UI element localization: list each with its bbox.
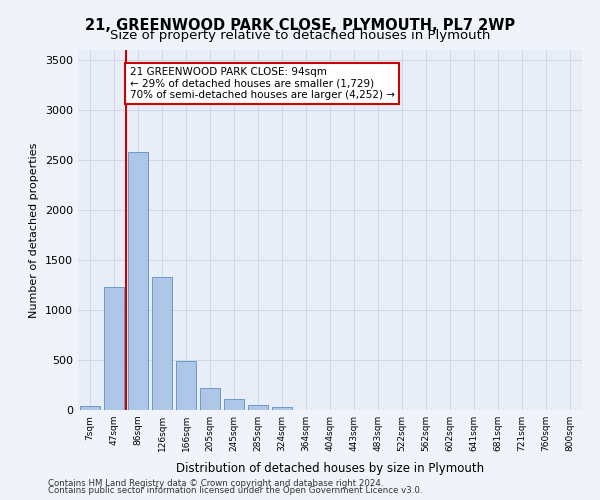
Bar [128,152,148,410]
Text: 21 GREENWOOD PARK CLOSE: 94sqm
← 29% of detached houses are smaller (1,729)
70% : 21 GREENWOOD PARK CLOSE: 94sqm ← 29% of … [130,67,395,100]
Text: Size of property relative to detached houses in Plymouth: Size of property relative to detached ho… [110,29,490,42]
Bar [80,406,100,410]
Bar [224,399,244,410]
Text: Contains public sector information licensed under the Open Government Licence v3: Contains public sector information licen… [48,486,422,495]
Bar [272,406,292,410]
Bar [248,405,268,410]
Text: 21, GREENWOOD PARK CLOSE, PLYMOUTH, PL7 2WP: 21, GREENWOOD PARK CLOSE, PLYMOUTH, PL7 … [85,18,515,32]
Text: Contains HM Land Registry data © Crown copyright and database right 2024.: Contains HM Land Registry data © Crown c… [48,478,383,488]
Bar [104,287,124,410]
Y-axis label: Number of detached properties: Number of detached properties [29,142,40,318]
X-axis label: Distribution of detached houses by size in Plymouth: Distribution of detached houses by size … [176,462,484,475]
Bar [152,277,172,410]
Bar [200,388,220,410]
Bar [176,361,196,410]
